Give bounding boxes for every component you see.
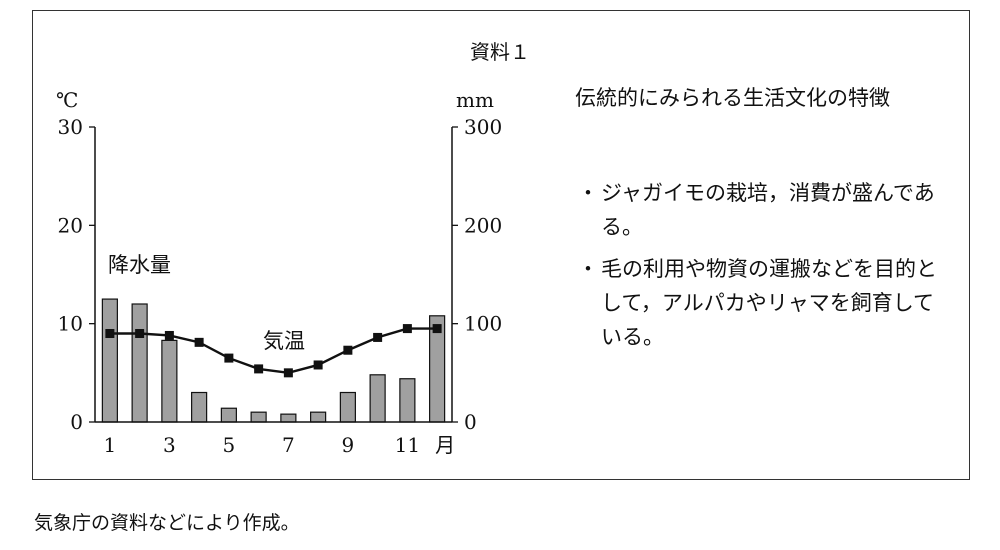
precip-bar <box>369 374 386 423</box>
temperature-point <box>283 368 293 378</box>
precip-bar <box>191 391 208 423</box>
x-tick-label: 1 <box>104 433 117 457</box>
features-list: ・ ジャガイモの栽培，消費が盛んである。 ・ 毛の利用や物資の運搬などを目的とし… <box>575 176 950 354</box>
precip-bar <box>101 298 118 423</box>
precip-bar <box>220 407 237 423</box>
left-axis-unit: ℃ <box>56 88 78 112</box>
temperature-point <box>194 337 204 347</box>
temperature-point <box>135 329 145 338</box>
right-tick-label: 100 <box>464 312 502 336</box>
x-tick-label: 3 <box>163 433 176 457</box>
temperature-point <box>224 353 234 363</box>
x-tick-label: 11 <box>395 433 420 457</box>
precip-bar <box>250 411 267 423</box>
precip-bar <box>280 413 297 423</box>
precip-series-label: 降水量 <box>108 253 171 277</box>
right-axis-unit: mm <box>456 88 494 112</box>
temperature-point <box>432 324 442 334</box>
right-tick-label: 0 <box>464 410 477 434</box>
temperature-point <box>373 332 383 342</box>
temperature-point <box>164 330 174 340</box>
feature-item: ・ 毛の利用や物資の運搬などを目的として，アルパカやリャマを飼育している。 <box>575 252 950 354</box>
features-heading: 伝統的にみられる生活文化の特徴 <box>575 86 890 110</box>
figure-frame <box>32 10 970 480</box>
left-tick-label: 10 <box>58 312 83 336</box>
bullet-mark: ・ <box>577 257 599 281</box>
feature-text: ジャガイモの栽培，消費が盛んである。 <box>601 181 935 239</box>
left-tick-label: 30 <box>58 115 83 139</box>
figure-title: 資料１ <box>470 40 530 64</box>
left-tick-label: 20 <box>58 213 83 237</box>
temperature-point <box>105 329 115 338</box>
temperature-point <box>402 324 412 334</box>
temperature-point <box>313 360 323 370</box>
precip-bar <box>399 378 416 423</box>
right-tick-label: 300 <box>464 115 502 139</box>
temperature-line <box>109 327 438 375</box>
source-note: 気象庁の資料などにより作成。 <box>34 512 300 534</box>
precip-bar <box>310 411 327 423</box>
precip-bar <box>161 339 178 423</box>
x-tick-label: 7 <box>282 433 295 457</box>
left-tick-label: 0 <box>70 410 83 434</box>
right-tick-label: 200 <box>464 213 502 237</box>
x-tick-label: 9 <box>342 433 355 457</box>
feature-text: 毛の利用や物資の運搬などを目的として，アルパカやリャマを飼育している。 <box>601 257 937 349</box>
temperature-series-label: 気温 <box>263 329 305 353</box>
x-tick-label: 5 <box>223 433 236 457</box>
temperature-point <box>254 364 264 374</box>
bullet-mark: ・ <box>577 181 599 205</box>
x-axis-unit: 月 <box>435 433 455 457</box>
temperature-point <box>343 345 353 355</box>
feature-item: ・ ジャガイモの栽培，消費が盛んである。 <box>575 176 950 244</box>
precip-bar <box>339 391 356 423</box>
precip-bar <box>131 303 148 423</box>
